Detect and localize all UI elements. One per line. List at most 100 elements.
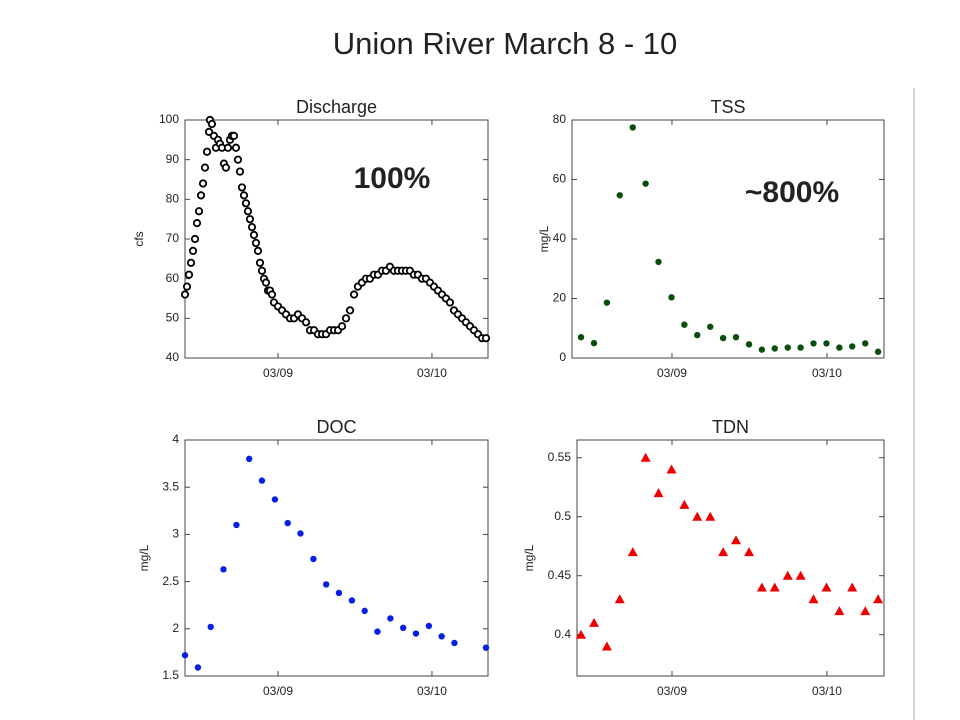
x-tick-label: 03/10 — [417, 366, 447, 380]
point — [795, 570, 806, 580]
y-tick-label: 1.5 — [162, 668, 179, 682]
point — [337, 322, 347, 331]
point — [188, 246, 198, 255]
y-tick-label: 20 — [553, 291, 567, 305]
x-tick-label: 03/09 — [263, 366, 293, 380]
y-tick-label: 60 — [166, 271, 180, 285]
y-tick-label: 0 — [559, 350, 566, 364]
point — [756, 582, 767, 592]
point — [233, 521, 240, 529]
point — [445, 298, 455, 307]
point — [243, 207, 253, 216]
point — [267, 290, 277, 299]
point — [576, 629, 587, 639]
point — [614, 594, 625, 604]
y-tick-label: 0.55 — [548, 450, 572, 464]
y-tick-label: 100 — [159, 112, 179, 126]
point — [577, 333, 585, 341]
point — [425, 622, 433, 630]
point — [438, 633, 445, 640]
annotation: ~800% — [745, 176, 839, 209]
point — [253, 246, 263, 255]
point — [184, 270, 194, 279]
y-tick-label: 90 — [166, 152, 180, 166]
point — [221, 163, 231, 172]
y-tick-label: 4 — [172, 432, 179, 446]
point — [629, 124, 636, 131]
point — [223, 143, 233, 152]
x-tick-label: 03/09 — [263, 684, 293, 698]
point — [642, 180, 649, 187]
point — [681, 321, 688, 328]
point — [374, 628, 381, 635]
point — [847, 582, 858, 592]
chart-title: Discharge — [296, 97, 377, 117]
point — [261, 278, 271, 287]
point — [257, 266, 267, 275]
point — [399, 624, 407, 632]
point — [590, 339, 598, 347]
y-axis-label: mg/L — [137, 544, 151, 571]
y-tick-label: 80 — [553, 112, 567, 126]
point — [249, 230, 259, 240]
point — [192, 219, 202, 228]
point — [653, 488, 664, 498]
point — [349, 290, 359, 299]
point — [220, 566, 227, 573]
point — [705, 511, 716, 521]
point — [451, 639, 458, 647]
point — [235, 167, 245, 176]
point — [810, 340, 817, 347]
point — [233, 155, 243, 164]
y-tick-label: 3.5 — [162, 479, 179, 493]
point — [245, 215, 255, 224]
y-tick-label: 40 — [553, 231, 567, 245]
point — [692, 511, 703, 521]
point — [194, 664, 202, 671]
point — [482, 644, 490, 651]
point — [322, 581, 330, 588]
x-tick-label: 03/09 — [657, 366, 687, 380]
point — [231, 143, 241, 152]
point — [849, 343, 856, 350]
slide-title: Union River March 8 - 10 — [333, 26, 678, 61]
point — [732, 333, 740, 341]
point — [589, 617, 600, 627]
point — [769, 582, 780, 592]
plot-area — [576, 439, 885, 677]
annotation: 100% — [354, 162, 431, 195]
point — [601, 641, 612, 651]
y-tick-label: 0.5 — [554, 509, 571, 523]
point — [297, 530, 304, 537]
point — [668, 294, 675, 301]
y-tick-label: 0.4 — [554, 627, 571, 641]
x-tick-label: 03/09 — [657, 684, 687, 698]
point — [718, 547, 729, 557]
point — [627, 547, 638, 557]
point — [181, 652, 189, 659]
point — [860, 606, 871, 616]
point — [481, 334, 491, 343]
chart-title: DOC — [317, 417, 357, 437]
point — [194, 207, 204, 216]
point — [196, 191, 206, 200]
point — [731, 535, 742, 545]
point — [345, 306, 355, 315]
point — [387, 615, 394, 622]
y-tick-label: 40 — [166, 350, 180, 364]
point — [782, 570, 793, 580]
y-tick-label: 0.45 — [548, 568, 572, 582]
point — [271, 496, 279, 503]
point — [797, 344, 804, 351]
plot-area — [184, 439, 489, 677]
point — [180, 290, 190, 299]
x-tick-label: 03/10 — [812, 366, 842, 380]
point — [284, 519, 291, 527]
point — [258, 477, 266, 484]
y-axis-label: mg/L — [522, 544, 536, 571]
point — [207, 119, 217, 129]
point — [745, 341, 753, 348]
chart-title: TSS — [710, 97, 745, 117]
